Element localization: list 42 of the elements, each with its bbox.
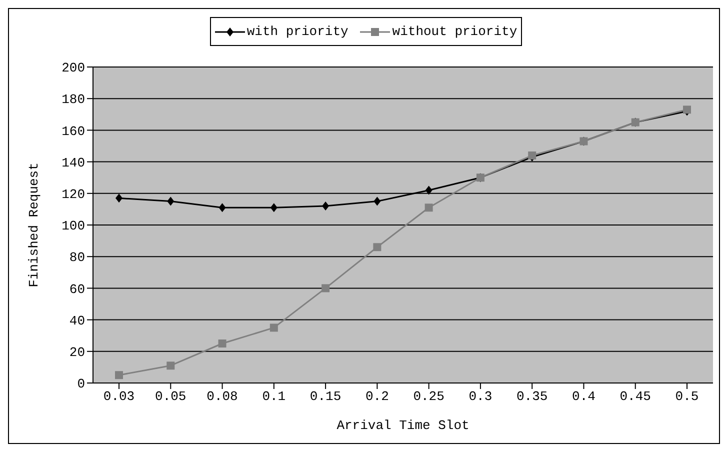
y-tick-label: 20 xyxy=(69,345,85,360)
y-axis-title: Finished Request xyxy=(26,162,42,288)
x-tick-label: 0.5 xyxy=(675,389,699,404)
y-tick-label: 40 xyxy=(69,313,85,328)
x-tick-label: 0.1 xyxy=(262,389,286,404)
y-tick-label: 80 xyxy=(69,250,85,266)
legend-label: with priority xyxy=(246,24,348,39)
point xyxy=(166,362,175,370)
point xyxy=(322,202,330,211)
y-tick-label: 140 xyxy=(62,155,85,170)
x-tick-label: 0.2 xyxy=(365,389,389,404)
x-tick-label: 0.35 xyxy=(516,389,548,404)
legend-label: without priority xyxy=(391,24,518,39)
point xyxy=(424,204,433,212)
point xyxy=(425,186,432,195)
y-tick-label: 60 xyxy=(69,282,85,297)
point xyxy=(270,324,278,332)
x-tick-label: 0.15 xyxy=(310,389,342,404)
point xyxy=(218,203,226,212)
y-tick-label: 0 xyxy=(77,376,85,392)
x-tick-label: 0.08 xyxy=(206,389,238,404)
point xyxy=(528,151,536,160)
x-tick-label: 0.4 xyxy=(572,389,596,404)
point xyxy=(115,371,123,380)
point xyxy=(167,196,174,206)
point xyxy=(373,243,382,252)
x-tick-label: 0.03 xyxy=(103,389,135,404)
y-tick-label: 160 xyxy=(62,124,85,139)
point xyxy=(218,340,226,348)
y-tick-label: 120 xyxy=(62,187,85,202)
x-tick-label: 0.45 xyxy=(620,389,651,404)
point xyxy=(374,196,381,206)
y-tick-label: 100 xyxy=(62,218,85,234)
x-tick-label: 0.05 xyxy=(155,389,186,404)
y-tick-label: 200 xyxy=(62,60,85,76)
point xyxy=(270,203,278,212)
point xyxy=(322,284,330,292)
x-tick-label: 0.3 xyxy=(468,389,492,404)
x-axis-title: Arrival Time Slot xyxy=(336,418,470,433)
y-tick-label: 180 xyxy=(62,92,85,108)
point xyxy=(116,194,122,203)
x-tick-label: 0.25 xyxy=(413,389,444,404)
